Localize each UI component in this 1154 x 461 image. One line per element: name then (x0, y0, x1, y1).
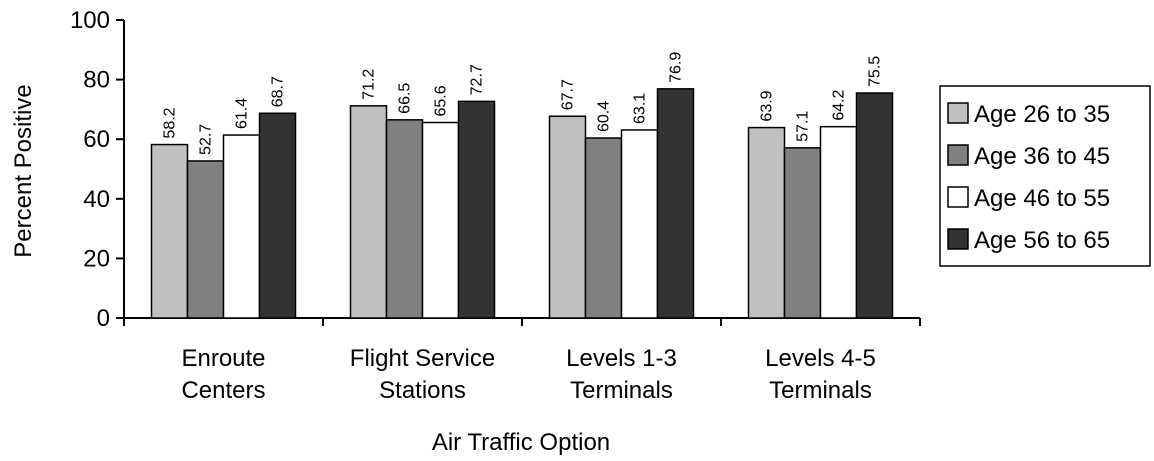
x-tick-label: Terminals (769, 377, 872, 404)
bar (584, 137, 623, 319)
bar (819, 125, 858, 319)
x-tick-label: Levels 4-5 (765, 345, 876, 372)
data-label: 76.9 (668, 52, 685, 83)
bar (385, 119, 424, 319)
legend-swatch (947, 144, 969, 166)
y-tick-label: 40 (83, 186, 110, 213)
bar (457, 100, 496, 319)
legend-label: Age 56 to 65 (974, 227, 1110, 254)
bar (186, 160, 225, 319)
y-tick-label: 20 (83, 245, 110, 272)
bar (656, 88, 695, 319)
x-tick-label: Levels 1-3 (566, 345, 677, 372)
data-label: 52.7 (198, 124, 215, 155)
data-label: 66.5 (397, 83, 414, 114)
data-label: 67.7 (560, 79, 577, 110)
bar (421, 121, 460, 319)
x-axis-title: Air Traffic Option (432, 429, 610, 456)
legend-label: Age 46 to 55 (974, 185, 1110, 212)
x-tick-label: Terminals (570, 377, 673, 404)
bar (258, 112, 297, 319)
y-tick-label: 0 (97, 305, 110, 332)
data-label: 58.2 (162, 107, 179, 138)
legend-label: Age 36 to 45 (974, 143, 1110, 170)
x-tick-label: Enroute (181, 345, 265, 372)
legend-label: Age 26 to 35 (974, 101, 1110, 128)
x-tick-label: Stations (379, 377, 466, 404)
bar (783, 147, 822, 319)
legend-swatch (947, 102, 969, 124)
data-label: 72.7 (469, 64, 486, 95)
y-tick-label: 80 (83, 67, 110, 94)
y-axis-title: Percent Positive (10, 84, 37, 257)
data-label: 75.5 (867, 56, 884, 87)
data-label: 68.7 (270, 76, 287, 107)
bar (855, 92, 894, 319)
legend-box (939, 85, 1151, 267)
plot-area: 0 20 40 60 80 100 58.2 52.7 61.4 68.7 Enroute Cente… (70, 7, 921, 404)
x-tick-label: Flight Service (350, 345, 495, 372)
legend: Age 26 to 35 Age 36 to 45 Age 46 to 55 Age … (939, 85, 1151, 267)
data-label: 57.1 (795, 111, 812, 142)
bar (222, 134, 261, 319)
data-label: 61.4 (234, 98, 251, 129)
data-label: 63.9 (759, 90, 776, 121)
legend-swatch (947, 228, 969, 250)
bar (747, 126, 786, 319)
bar (150, 143, 189, 319)
y-tick-label: 60 (83, 126, 110, 153)
bar (548, 115, 587, 319)
bar (620, 129, 659, 319)
x-tick-label: Centers (181, 377, 265, 404)
bar (349, 105, 388, 319)
data-label: 60.4 (596, 101, 613, 132)
data-label: 65.6 (433, 85, 450, 116)
legend-swatch (947, 186, 969, 208)
y-tick-label: 100 (70, 7, 110, 34)
data-label: 64.2 (831, 89, 848, 120)
data-label: 71.2 (361, 69, 378, 100)
data-label: 63.1 (632, 93, 649, 124)
